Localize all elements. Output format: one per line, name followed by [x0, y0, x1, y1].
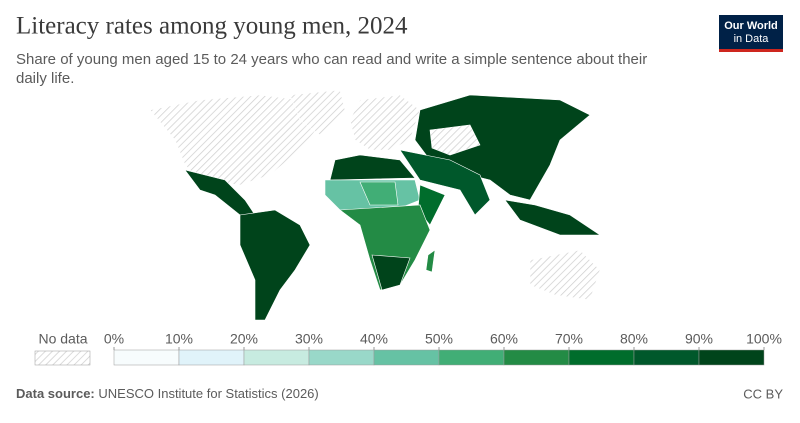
legend-tick-label: 0%	[104, 331, 124, 347]
legend-tick-label: 100%	[746, 331, 782, 347]
region	[429, 124, 481, 156]
legend-tick-label: 60%	[490, 331, 518, 347]
footer: Data source: UNESCO Institute for Statis…	[16, 386, 319, 401]
logo[interactable]: Our World in Data	[719, 15, 783, 52]
logo-text: in Data	[734, 33, 770, 45]
legend-tick-label: 30%	[295, 331, 323, 347]
legend-bin	[633, 349, 700, 366]
title: Literacy rates among young men, 2024	[16, 13, 408, 40]
legend-tick-label: 20%	[230, 331, 258, 347]
logo-box	[719, 15, 783, 50]
legend-bin	[373, 349, 440, 366]
region	[529, 249, 601, 301]
source-label: Data source:	[16, 386, 95, 401]
legend-bin	[438, 349, 505, 366]
legend-bin	[113, 349, 180, 366]
subtitle: Share of young men aged 15 to 24 years w…	[16, 51, 647, 68]
map	[149, 89, 601, 321]
logo-text: Our World	[724, 20, 778, 32]
region	[149, 94, 321, 186]
region	[349, 94, 421, 151]
legend-bin	[503, 349, 570, 366]
region	[371, 254, 411, 291]
legend: No data 0% 10% 20% 30% 40% 50% 60% 70% 80% 90% 100…	[34, 331, 782, 366]
region	[425, 249, 436, 273]
region	[359, 181, 399, 206]
legend-bin	[243, 349, 310, 366]
region	[504, 199, 601, 236]
legend-bin	[568, 349, 635, 366]
no-data-swatch	[34, 350, 91, 366]
license: CC BY	[743, 386, 783, 401]
legend-tick-label: 70%	[555, 331, 583, 347]
source: UNESCO Institute for Statistics (2026)	[98, 386, 318, 401]
legend-tick-label: 40%	[360, 331, 388, 347]
legend-tick-label: 10%	[165, 331, 193, 347]
legend-bin	[698, 349, 765, 366]
region	[239, 209, 311, 321]
region	[329, 154, 416, 181]
legend-tick-label: 80%	[620, 331, 648, 347]
logo-bar	[719, 49, 783, 52]
region	[417, 184, 446, 226]
legend-tick-label: 50%	[425, 331, 453, 347]
legend-bin	[178, 349, 245, 366]
subtitle: daily life.	[16, 70, 74, 87]
region	[399, 149, 491, 216]
no-data-label: No data	[38, 331, 87, 347]
legend-tick-label: 90%	[685, 331, 713, 347]
legend-bin	[308, 349, 375, 366]
region	[289, 89, 346, 136]
